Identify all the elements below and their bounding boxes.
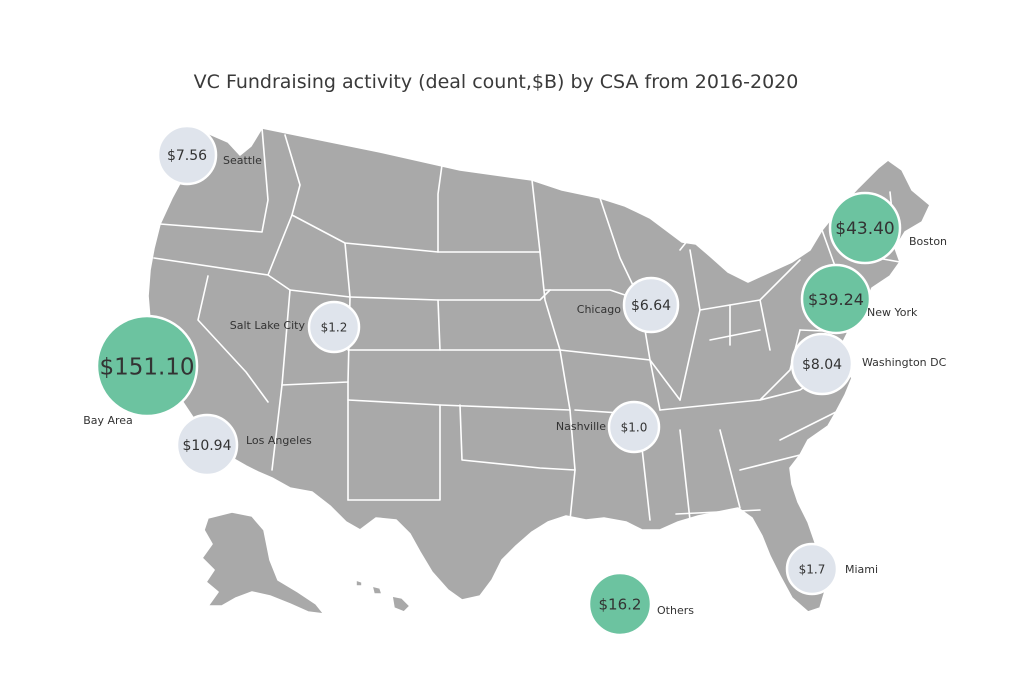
bubble-value-miami: $1.7 [799, 562, 826, 576]
city-label-miami: Miami [845, 563, 878, 576]
city-bubbles: $7.56 $1.2 $151.10 $10.94 $6.64 $1.0 $43.40 $39… [95, 124, 902, 637]
city-labels: Seattle Salt Lake City Bay Area Los Angeles… [83, 154, 947, 617]
bubble-boston [828, 191, 902, 265]
us-map [147, 127, 931, 615]
bubble-value-salt-lake-city: $1.2 [321, 320, 348, 334]
state-borders [153, 127, 901, 521]
alaska-shape [201, 511, 325, 615]
bubble-value-others: $16.2 [599, 595, 642, 613]
bubble-value-chicago: $6.64 [631, 298, 671, 314]
city-label-new-york: New York [867, 306, 918, 319]
contiguous-us-shape [147, 127, 931, 613]
city-label-nashville: Nashville [556, 420, 606, 433]
chart-title: VC Fundraising activity (deal count,$B) … [194, 71, 799, 93]
city-label-boston: Boston [909, 235, 947, 248]
city-label-chicago: Chicago [577, 303, 621, 316]
bubble-new-york [800, 263, 872, 335]
bubble-value-bay-area: $151.10 [99, 354, 194, 380]
bubble-salt-lake-city [307, 300, 361, 354]
bubble-washington-dc [790, 332, 854, 396]
hawaii-shape [391, 595, 411, 613]
hawaii-shape [371, 585, 383, 595]
city-label-others: Others [657, 604, 694, 617]
city-label-washington-dc: Washington DC [862, 356, 947, 369]
bubble-chicago [622, 276, 680, 334]
bubble-value-new-york: $39.24 [808, 290, 864, 309]
bubble-seattle [156, 124, 218, 186]
bubble-los-angeles [175, 413, 239, 477]
bubble-value-nashville: $1.0 [621, 420, 648, 434]
city-label-bay-area: Bay Area [83, 414, 133, 427]
city-label-salt-lake-city: Salt Lake City [230, 319, 306, 332]
bubble-others [587, 571, 653, 637]
city-label-seattle: Seattle [223, 154, 262, 167]
bubble-miami [785, 542, 839, 596]
bubble-value-los-angeles: $10.94 [183, 438, 232, 454]
bubble-value-seattle: $7.56 [167, 148, 207, 164]
bubble-value-washington-dc: $8.04 [802, 357, 842, 373]
bubble-nashville [607, 400, 661, 454]
hawaii-shape [355, 579, 363, 587]
city-label-los-angeles: Los Angeles [246, 434, 312, 447]
bubble-value-boston: $43.40 [835, 219, 894, 239]
bubble-bay-area [95, 314, 199, 418]
